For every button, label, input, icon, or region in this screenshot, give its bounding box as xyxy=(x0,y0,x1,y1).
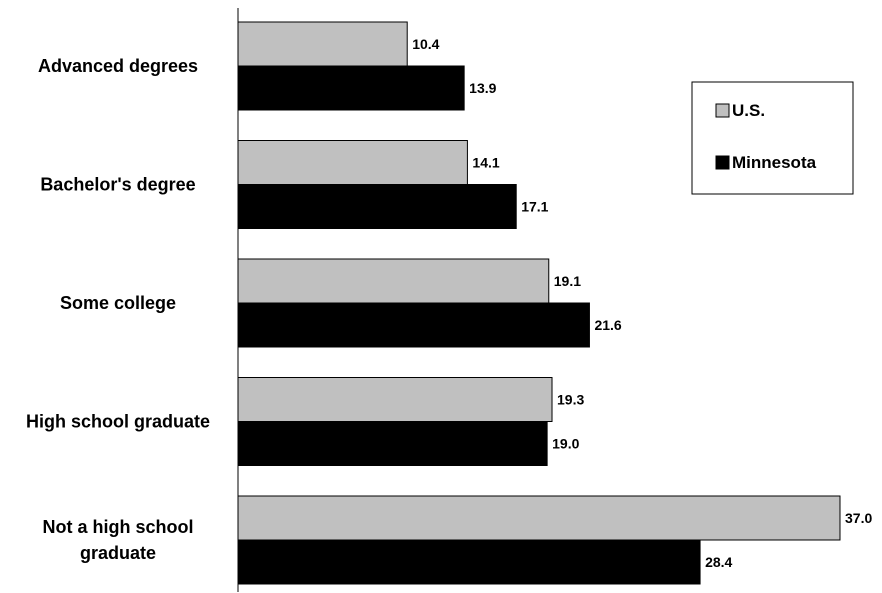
category-label-4-line-1: graduate xyxy=(80,543,156,563)
legend-label-us: U.S. xyxy=(732,101,765,120)
bars-group xyxy=(237,21,841,585)
bar-minnesota-2 xyxy=(237,302,590,348)
value-label-minnesota-3: 19.0 xyxy=(552,436,579,452)
legend: U.S. Minnesota xyxy=(691,81,854,195)
value-label-minnesota-4: 28.4 xyxy=(705,554,732,570)
category-label-2: Some college xyxy=(60,293,176,313)
value-label-us-4: 37.0 xyxy=(845,510,872,526)
bar-us-3 xyxy=(237,377,553,422)
value-labels: 10.4 13.9 14.1 17.1 19.1 21.6 19.3 19.0 37.0 28.4 xyxy=(412,36,872,570)
bar-us-0 xyxy=(237,21,408,67)
legend-swatch-minnesota xyxy=(715,155,730,170)
category-label-3: High school graduate xyxy=(26,412,210,432)
value-label-us-1: 14.1 xyxy=(472,155,499,171)
value-label-us-3: 19.3 xyxy=(557,392,584,408)
legend-swatch-us xyxy=(715,103,730,118)
value-label-minnesota-2: 21.6 xyxy=(594,317,621,333)
category-label-4-line-0: Not a high school xyxy=(43,517,194,537)
legend-box xyxy=(691,81,854,195)
value-label-minnesota-0: 13.9 xyxy=(469,80,496,96)
bar-us-2 xyxy=(237,258,550,304)
value-label-us-2: 19.1 xyxy=(554,273,581,289)
bar-minnesota-1 xyxy=(237,184,517,229)
bar-us-1 xyxy=(237,140,468,185)
bar-us-4 xyxy=(237,495,841,541)
bar-minnesota-3 xyxy=(237,421,548,466)
bar-minnesota-4 xyxy=(237,539,701,585)
value-label-us-0: 10.4 xyxy=(412,36,439,52)
value-label-minnesota-1: 17.1 xyxy=(521,199,548,215)
category-label-0: Advanced degrees xyxy=(38,56,198,76)
category-label-1: Bachelor's degree xyxy=(40,175,195,195)
bar-minnesota-0 xyxy=(237,65,465,111)
category-labels: Advanced degrees Bachelor's degree Some co… xyxy=(26,56,210,563)
legend-label-minnesota: Minnesota xyxy=(732,153,817,172)
